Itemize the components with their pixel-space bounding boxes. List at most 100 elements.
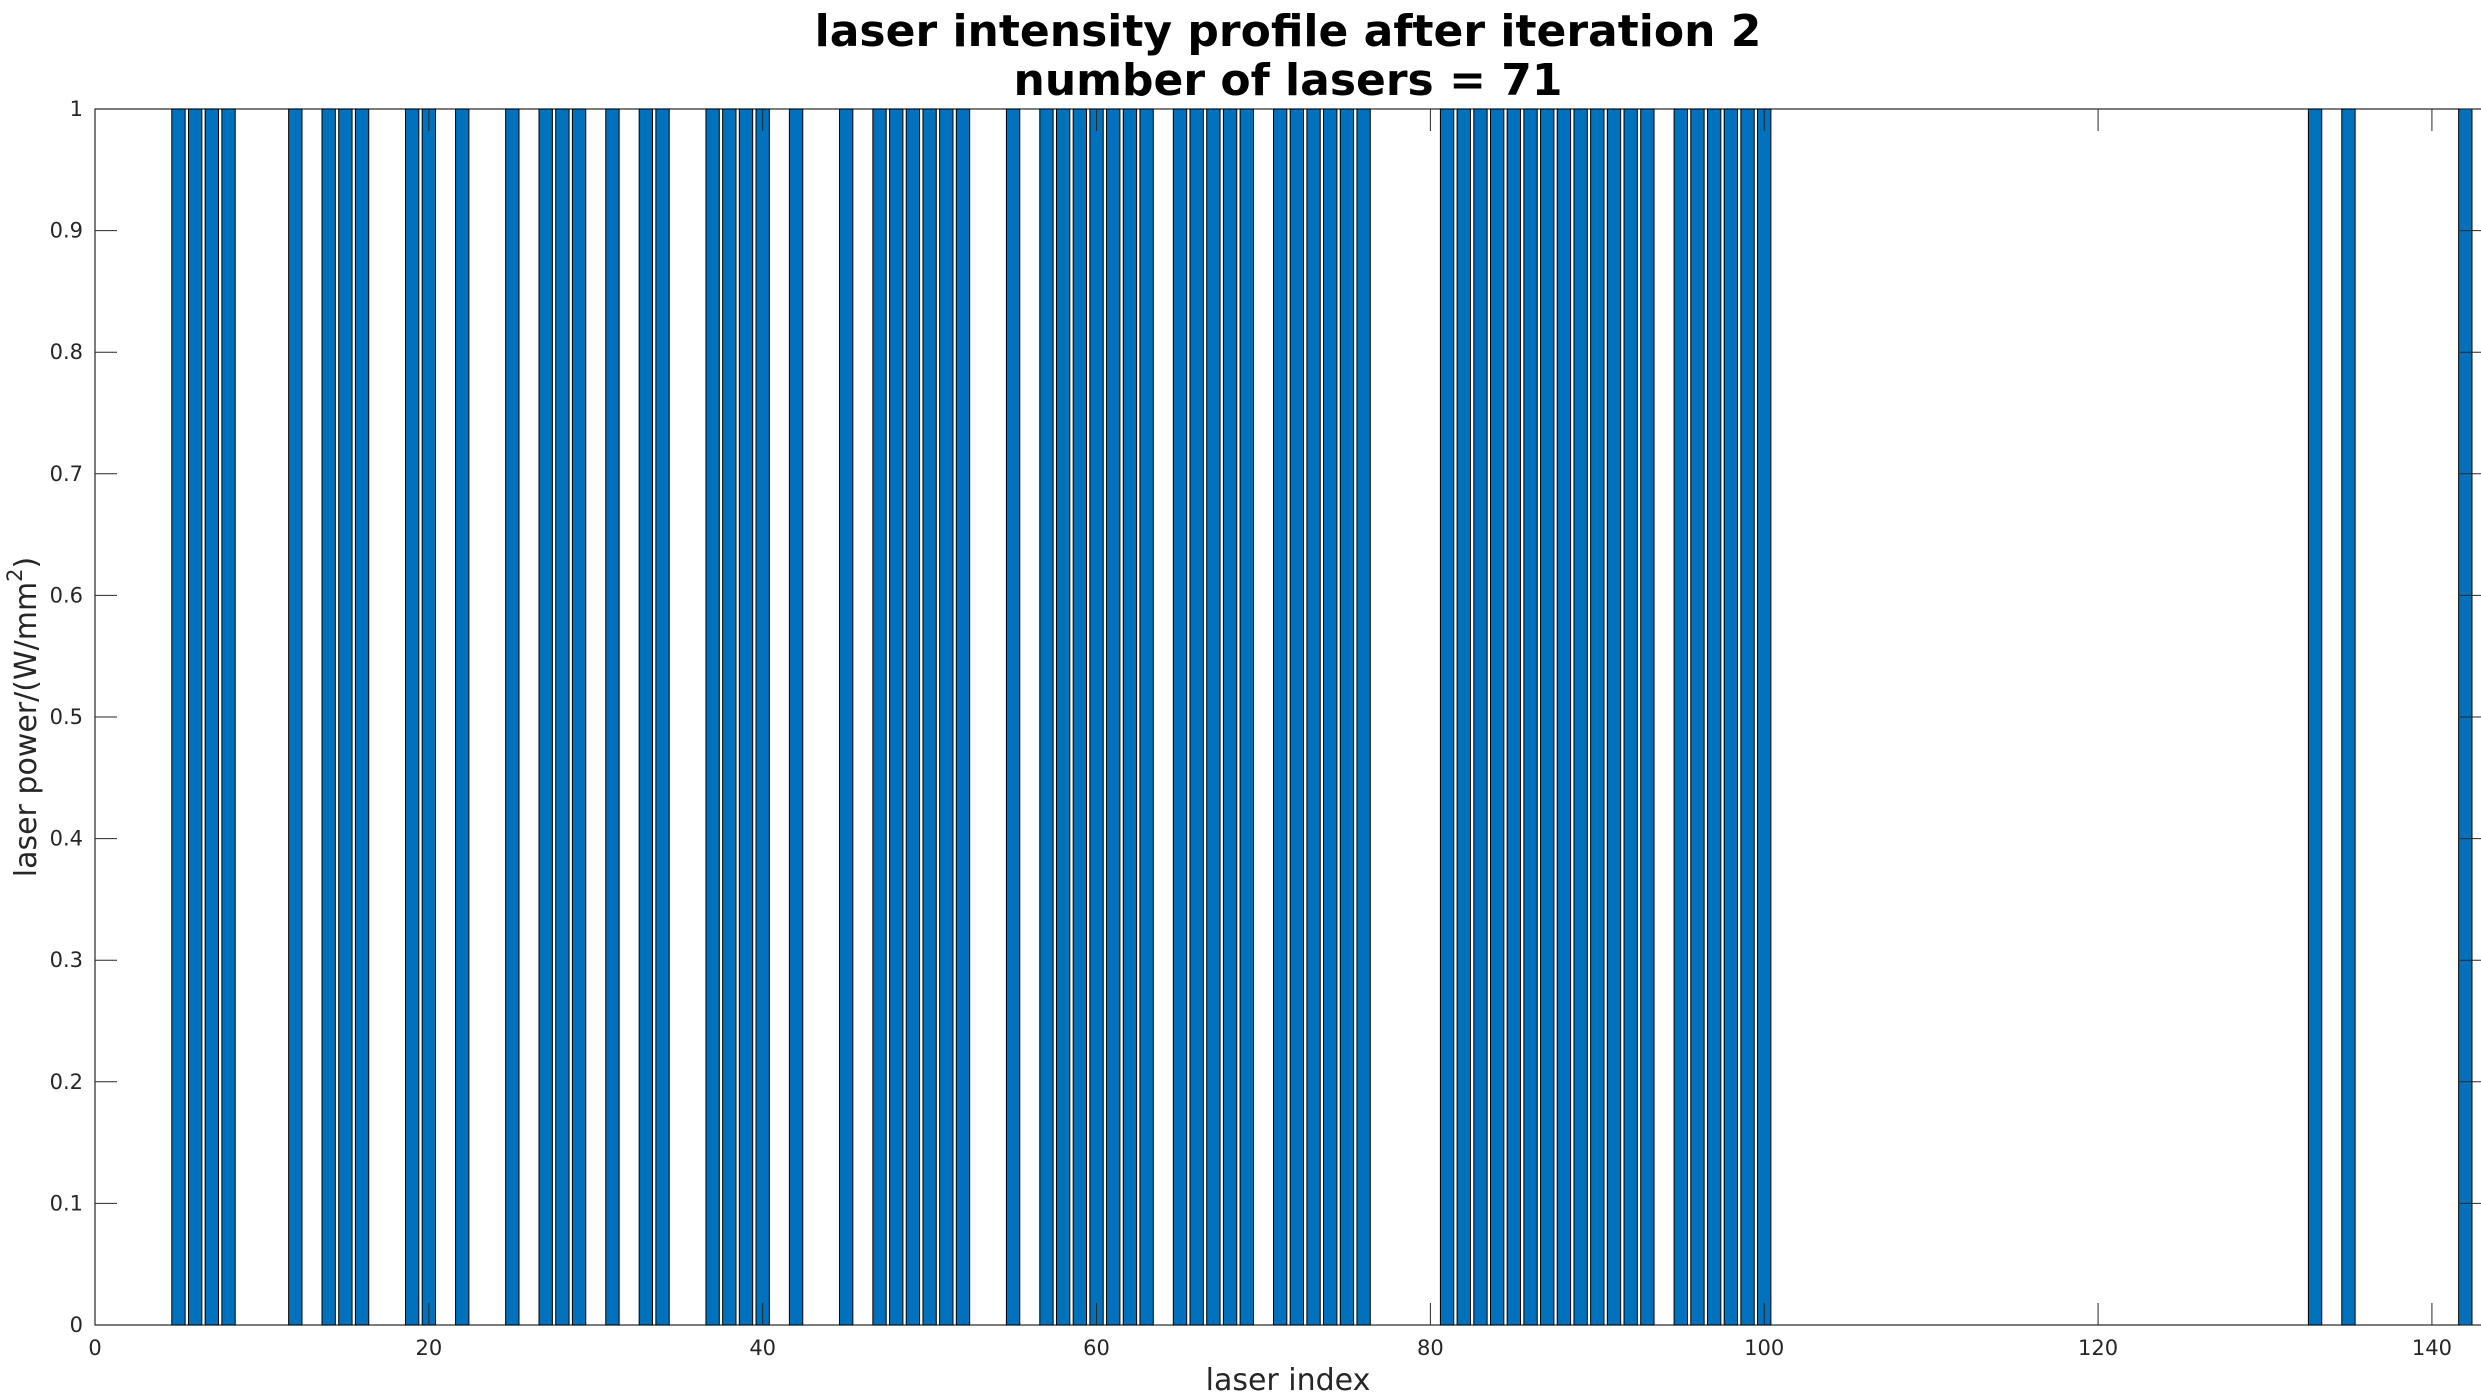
bar-62	[1122, 108, 1138, 1326]
bar-16	[354, 108, 370, 1326]
y-tick-label-0.8: 0.8	[50, 340, 83, 364]
x-tick-label-20: 20	[415, 1336, 442, 1360]
bar-42	[788, 108, 804, 1326]
y-tick-label-0.2: 0.2	[50, 1070, 83, 1094]
bar-7	[204, 108, 220, 1326]
y-axis-label: laser power/(W/mm2)	[3, 557, 44, 878]
bar-49	[905, 108, 921, 1326]
bar-66	[1189, 108, 1204, 1326]
bar-97	[1706, 108, 1722, 1326]
bar-61	[1106, 108, 1121, 1326]
bar-135	[2341, 108, 2356, 1326]
y-axis-label-suffix: )	[9, 557, 44, 569]
bar-63	[1139, 108, 1154, 1326]
bar-48	[889, 108, 904, 1326]
bar-5	[171, 108, 186, 1326]
bar-50	[922, 108, 937, 1326]
y-tick-label-0.1: 0.1	[50, 1191, 83, 1215]
bar-88	[1556, 108, 1572, 1326]
y-tick-label-0.6: 0.6	[50, 583, 83, 607]
y-tick-label-0: 0	[70, 1313, 83, 1337]
chart-title-line-2: number of lasers = 71	[1014, 55, 1563, 106]
bar-82	[1456, 108, 1471, 1326]
bar-6	[187, 108, 203, 1326]
bar-51	[939, 108, 954, 1326]
bar-20	[421, 108, 437, 1326]
bar-60	[1089, 108, 1104, 1326]
bar-67	[1206, 108, 1221, 1326]
y-tick-label-0.7: 0.7	[50, 462, 83, 486]
y-tick-label-0.5: 0.5	[50, 705, 83, 729]
bar-37	[705, 108, 720, 1326]
bar-39	[738, 108, 754, 1326]
bar-47	[872, 108, 887, 1326]
bar-8	[221, 108, 236, 1326]
bar-22	[455, 108, 470, 1326]
chart-title-line-1: laser intensity profile after iteration …	[815, 6, 1762, 57]
bar-133	[2307, 108, 2323, 1326]
bar-95	[1673, 108, 1688, 1326]
bar-71	[1272, 108, 1288, 1326]
bar-45	[838, 108, 854, 1326]
bar-19	[404, 108, 420, 1326]
y-tick-label-0.9: 0.9	[50, 219, 83, 243]
bar-31	[605, 108, 620, 1326]
bar-58	[1055, 108, 1071, 1326]
bar-14	[321, 108, 336, 1326]
bar-27	[538, 108, 553, 1326]
x-tick-label-100: 100	[1744, 1336, 1784, 1360]
bar-90	[1590, 108, 1605, 1326]
bars-group	[171, 108, 2473, 1326]
bar-76	[1356, 108, 1371, 1326]
bar-84	[1489, 108, 1505, 1326]
x-tick-label-0: 0	[88, 1336, 101, 1360]
bar-15	[338, 108, 353, 1326]
bar-92	[1623, 108, 1638, 1326]
bar-55	[1005, 108, 1021, 1326]
bar-52	[955, 108, 971, 1326]
bar-29	[571, 108, 587, 1326]
plot-area	[94, 108, 2481, 1326]
x-tick-label-60: 60	[1083, 1336, 1110, 1360]
bar-40	[755, 108, 770, 1326]
x-tick-label-40: 40	[749, 1336, 776, 1360]
y-tick-label-0.4: 0.4	[50, 827, 83, 851]
bar-89	[1573, 108, 1588, 1326]
bar-99	[1740, 108, 1755, 1326]
bar-12	[288, 108, 303, 1326]
bar-86	[1523, 108, 1538, 1326]
bar-69	[1239, 108, 1254, 1326]
bar-96	[1690, 108, 1705, 1326]
bar-38	[722, 108, 737, 1326]
y-axis-label-base: laser power/(W/mm	[9, 582, 44, 877]
bar-87	[1540, 108, 1555, 1326]
bar-28	[555, 108, 570, 1326]
y-tick-label-1: 1	[70, 97, 83, 121]
x-tick-label-80: 80	[1417, 1336, 1444, 1360]
bar-65	[1172, 108, 1188, 1326]
bar-75	[1339, 108, 1355, 1326]
bar-98	[1723, 108, 1739, 1326]
bar-85	[1506, 108, 1522, 1326]
bar-93	[1640, 108, 1655, 1326]
bar-68	[1222, 108, 1238, 1326]
bar-59	[1072, 108, 1088, 1326]
bar-91	[1606, 108, 1622, 1326]
bar-25	[505, 108, 520, 1326]
x-axis-label: laser index	[1206, 1363, 1371, 1397]
bar-72	[1289, 108, 1305, 1326]
x-tick-label-140: 140	[2412, 1336, 2452, 1360]
bar-34	[655, 108, 670, 1326]
bar-73	[1306, 108, 1321, 1326]
bar-57	[1039, 108, 1054, 1326]
x-axis-ticks: 0 20 40 60 80 100 120 140	[88, 109, 2452, 1360]
y-tick-label-0.3: 0.3	[50, 948, 83, 972]
bar-74	[1323, 108, 1338, 1326]
bar-33	[638, 108, 654, 1326]
x-tick-label-120: 120	[2078, 1336, 2118, 1360]
bar-81	[1439, 108, 1455, 1326]
bar-83	[1473, 108, 1488, 1326]
bar-100	[1757, 108, 1772, 1326]
y-axis-label-superscript: 2	[3, 568, 27, 581]
